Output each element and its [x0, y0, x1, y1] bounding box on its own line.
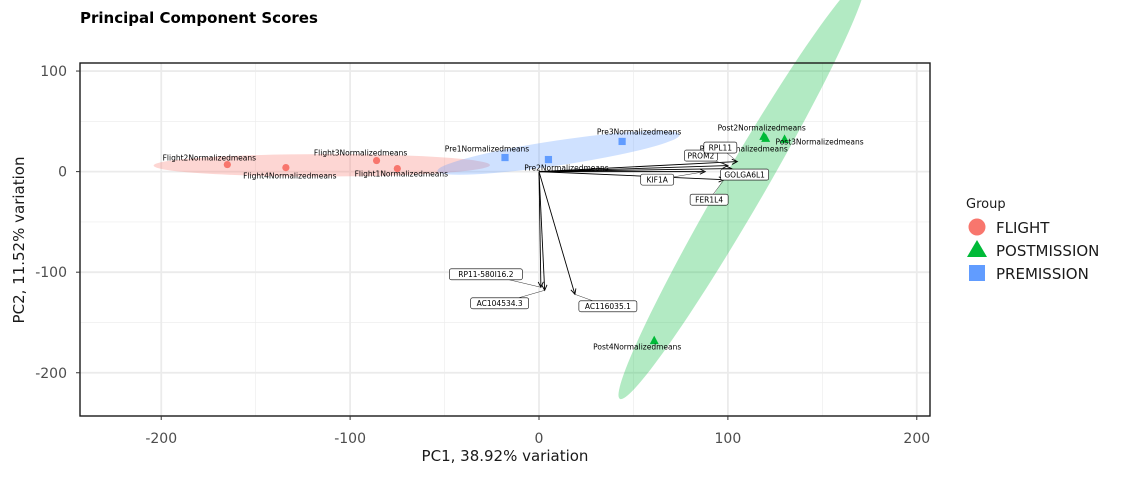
- loading-label: FER1L4: [689, 179, 729, 206]
- legend-label: FLIGHT: [996, 219, 1050, 237]
- loading-vectors: [537, 158, 739, 296]
- loading-label-text: FER1L4: [695, 195, 723, 204]
- loading-label: RP11-580I16.2: [449, 268, 541, 288]
- point-label: Flight1Normalizedmeans: [355, 170, 449, 179]
- y-axis-title: PC2, 11.52% variation: [10, 157, 28, 324]
- point-label: Flight4Normalizedmeans: [243, 172, 337, 181]
- legend-key: [968, 218, 986, 236]
- loading-label-text: KIF1A: [647, 175, 669, 184]
- point-label: Post3Normalizedmeans: [775, 137, 863, 146]
- point-label: Pre1Normalizedmeans: [445, 145, 529, 154]
- loading-label: AC116035.1: [574, 294, 638, 313]
- score-points: [223, 131, 790, 345]
- loading-label-text: PROM2: [687, 151, 714, 160]
- legend-item: POSTMISSION: [967, 240, 1099, 260]
- point-label: Flight3Normalizedmeans: [314, 149, 408, 158]
- loading-label-box: [470, 297, 529, 310]
- loading-label-box: [703, 141, 738, 154]
- loading-arrow: [538, 168, 732, 173]
- point-label: Pre2Normalizedmeans: [524, 164, 608, 173]
- point-label: Pre3Normalizedmeans: [597, 127, 681, 136]
- score-point: [501, 153, 509, 162]
- legend-label: PREMISSION: [996, 265, 1089, 283]
- point-label: Post4Normalizedmeans: [593, 343, 681, 352]
- loading-arrow: [538, 171, 725, 181]
- loading-arrow: [538, 161, 738, 173]
- score-point: [618, 137, 626, 146]
- legend-item: FLIGHT: [968, 218, 1050, 237]
- loading-label-box: [449, 268, 523, 281]
- point-label: Post2Normalizedmeans: [718, 123, 806, 132]
- loading-arrow: [538, 165, 728, 173]
- loading-label-box: [578, 300, 638, 313]
- loading-label: AC104534.3: [470, 290, 545, 310]
- x-axis-title: PC1, 38.92% variation: [422, 447, 589, 465]
- legend-key: [967, 240, 987, 257]
- score-point: [393, 164, 401, 173]
- point-labels: Flight1Normalizedmeans Flight2Normalizedm…: [163, 123, 864, 351]
- legend-key: [969, 265, 985, 281]
- score-point: [780, 134, 790, 143]
- loading-label: GOLGA6L1: [720, 168, 769, 181]
- legend-item: PREMISSION: [969, 265, 1089, 283]
- legend-label: POSTMISSION: [996, 242, 1099, 260]
- plot-panel: Flight1Normalizedmeans Flight2Normalizedm…: [79, 0, 931, 417]
- chart-title: Principal Component Scores: [80, 9, 318, 27]
- loading-label-text: RPL11: [709, 143, 733, 152]
- legend: Group FLIGHT POSTMISSION PREMISSION: [966, 197, 1099, 283]
- loading-label-text: GOLGA6L1: [724, 170, 765, 179]
- point-label: Flight2Normalizedmeans: [163, 154, 257, 163]
- group-ellipses: [153, 0, 866, 400]
- y-tick-label: -100: [35, 265, 67, 281]
- x-axis-ticks: -200 -100 0 100 200: [145, 416, 930, 447]
- score-point: [223, 160, 231, 169]
- point-label: Post1Normalizedmeans: [700, 144, 788, 153]
- x-tick-label: -200: [145, 431, 177, 447]
- loading-label: RPL11: [703, 141, 738, 162]
- loading-label-text: AC104534.3: [477, 299, 523, 308]
- loading-arrow: [538, 171, 542, 288]
- y-tick-label: 0: [58, 165, 67, 181]
- panel-border: [79, 62, 931, 417]
- x-tick-label: 100: [715, 431, 742, 447]
- x-tick-label: -100: [334, 431, 366, 447]
- score-point: [282, 163, 290, 172]
- legend-title: Group: [966, 197, 1006, 212]
- y-axis-ticks: -200 -100 0 100: [35, 64, 80, 382]
- y-tick-label: -200: [35, 366, 67, 382]
- loading-arrow: [538, 171, 576, 295]
- loading-label: KIF1A: [640, 171, 706, 186]
- group-ellipse: [153, 154, 490, 177]
- panel-background: [80, 63, 930, 416]
- loading-label-box: [640, 173, 675, 186]
- x-tick-label: 0: [535, 431, 544, 447]
- score-point: [372, 156, 381, 165]
- loading-arrow: [538, 171, 546, 291]
- y-tick-label: 100: [40, 64, 67, 80]
- score-point: [544, 155, 553, 164]
- score-point: [649, 335, 659, 345]
- x-tick-label: 200: [903, 431, 930, 447]
- group-ellipse: [618, 0, 866, 400]
- loading-label-box: [689, 193, 729, 206]
- score-point: [761, 133, 771, 142]
- loading-label-text: RP11-580I16.2: [458, 270, 513, 279]
- loading-label-box: [720, 168, 769, 181]
- loading-label-text: AC116035.1: [585, 302, 631, 311]
